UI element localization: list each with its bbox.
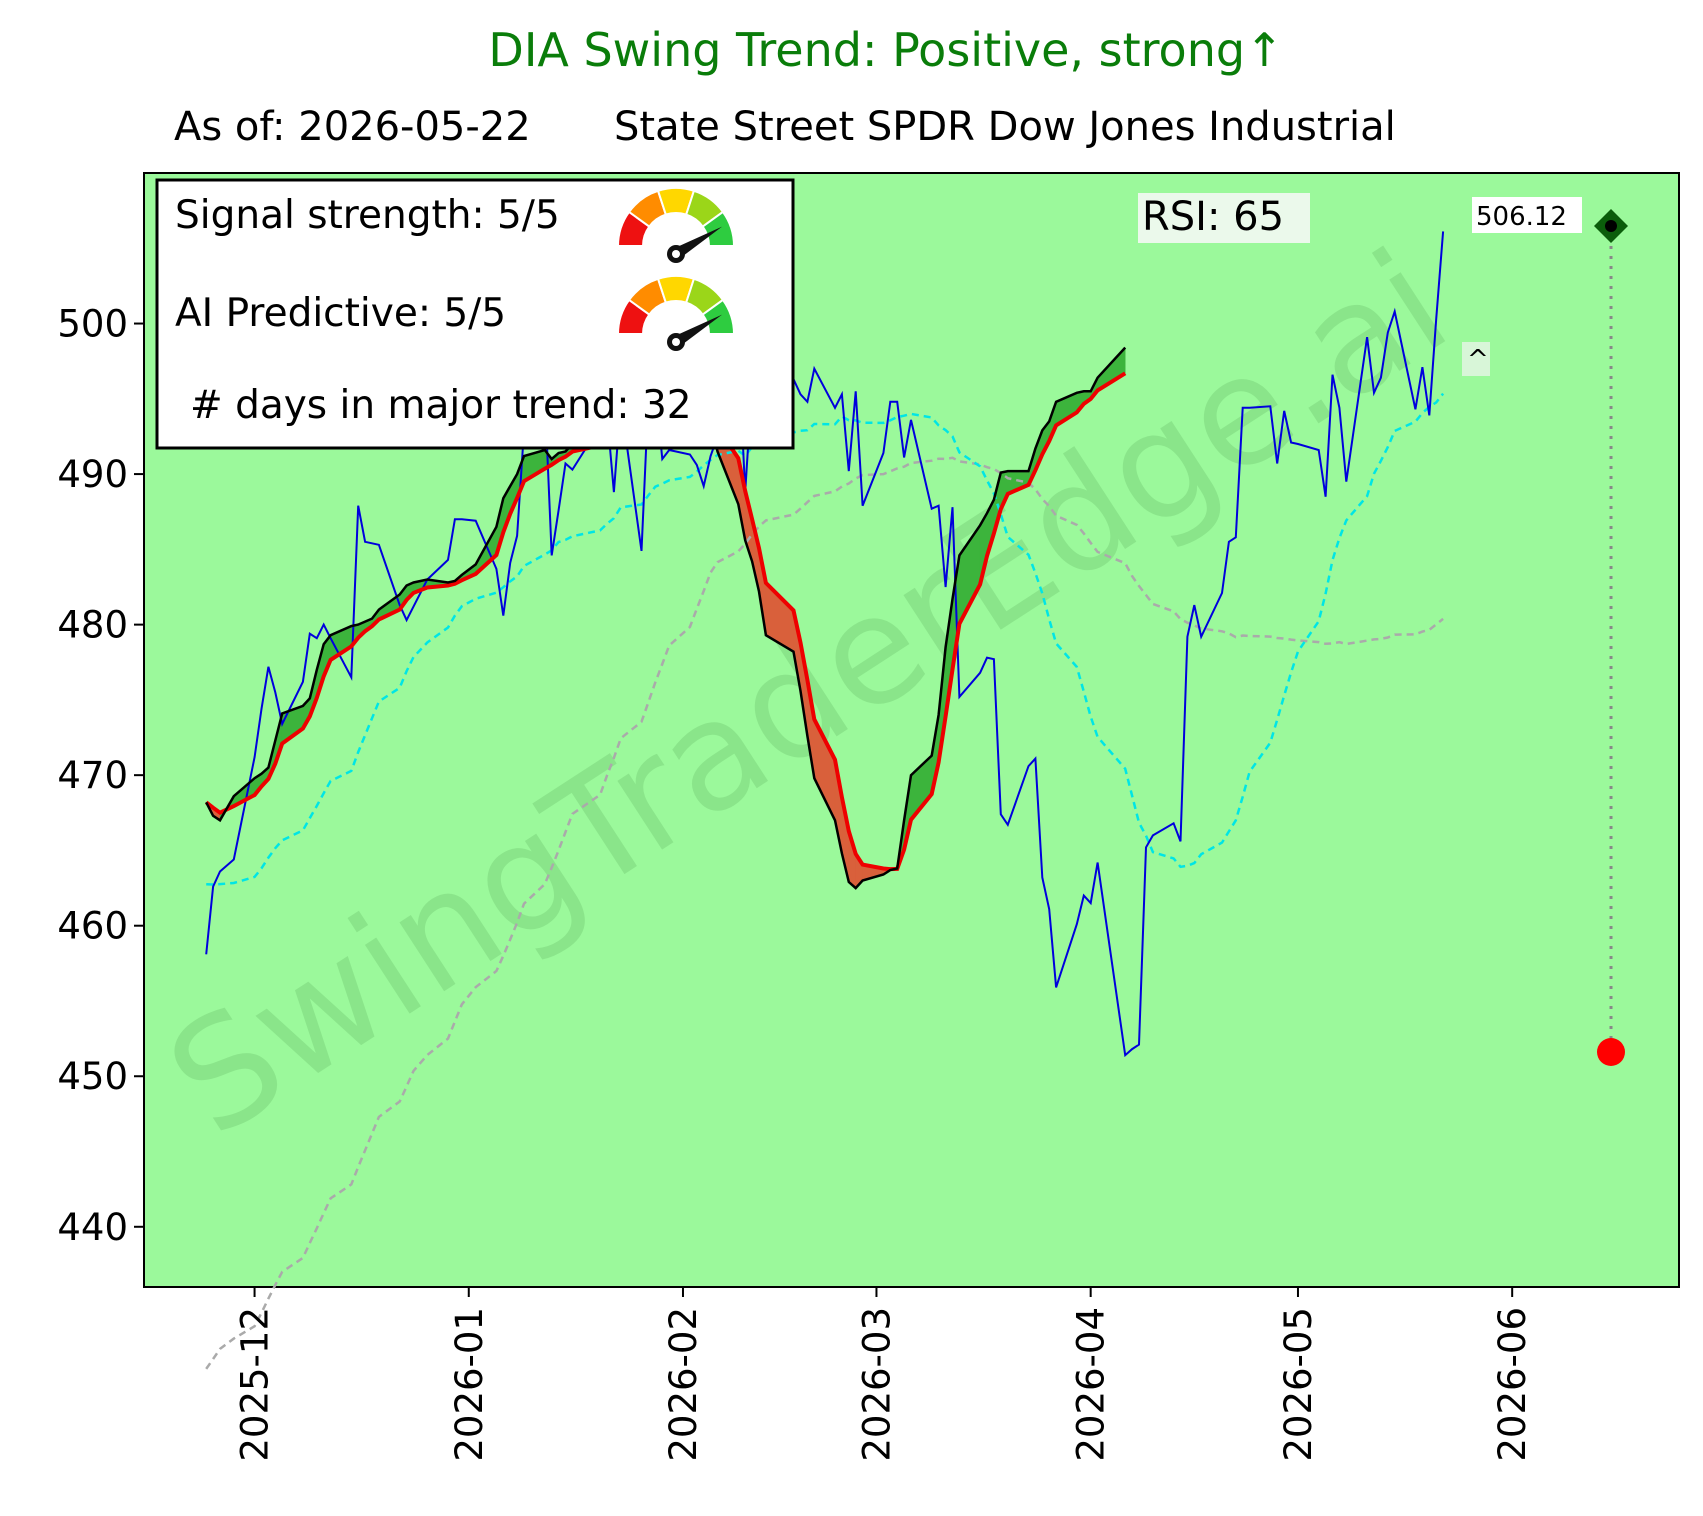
caret-box: ^	[1462, 342, 1490, 376]
days-in-trend-label: # days in major trend: 32	[190, 383, 692, 428]
rsi-label: RSI: 65	[1142, 194, 1284, 240]
signal-strength-label: Signal strength: 5/5	[175, 193, 560, 238]
y-tick-label: 460	[57, 905, 128, 948]
x-tick-label: 2026-03	[855, 1307, 898, 1462]
gauge-needle	[673, 226, 723, 260]
y-tick-label: 450	[57, 1055, 128, 1098]
caret-label: ^	[1467, 345, 1489, 375]
ai-predictive-label: AI Predictive: 5/5	[175, 291, 506, 336]
ma-gray-line	[205, 456, 1444, 1370]
y-axis: 440 450 460 470 480 490 500	[57, 303, 144, 1249]
x-tick-label: 2025-12	[234, 1307, 277, 1462]
stop-dot-icon	[1597, 1038, 1625, 1066]
y-tick-label: 480	[57, 604, 128, 647]
x-tick-label: 2026-01	[448, 1307, 491, 1462]
target-dot-icon	[1605, 220, 1617, 232]
y-tick-label: 500	[57, 303, 128, 346]
x-tick-label: 2026-06	[1491, 1307, 1534, 1462]
x-tick-label: 2026-02	[662, 1307, 705, 1462]
gauge-hub-center	[672, 250, 680, 258]
gauge-needle	[673, 314, 723, 348]
x-axis: 2025-12 2026-01 2026-02 2026-03 2026-04 2026-…	[234, 1287, 1534, 1462]
price-line	[205, 231, 1445, 1058]
x-tick-label: 2026-05	[1277, 1307, 1320, 1462]
y-tick-label: 470	[57, 754, 128, 797]
signal-strength-gauge-icon	[616, 187, 736, 263]
info-box: Signal strength: 5/5 AI Predictive: 5/5 …	[155, 178, 795, 450]
y-tick-label: 490	[57, 453, 128, 496]
as-of-date: As of: 2026-05-22	[174, 104, 531, 150]
last-price-label: 506.12	[1476, 202, 1567, 232]
gauge-hub-center	[672, 338, 680, 346]
fund-name: State Street SPDR Dow Jones Industrial	[614, 104, 1396, 150]
x-tick-label: 2026-04	[1070, 1307, 1113, 1462]
ma-cyan-line	[206, 392, 1445, 886]
ai-predictive-gauge-icon	[616, 275, 736, 351]
price-marker-group: 506.12	[1472, 197, 1628, 1066]
y-tick-label: 440	[57, 1206, 128, 1249]
chart-title: DIA Swing Trend: Positive, strong↑	[488, 23, 1283, 77]
rsi-box: RSI: 65	[1138, 193, 1310, 243]
